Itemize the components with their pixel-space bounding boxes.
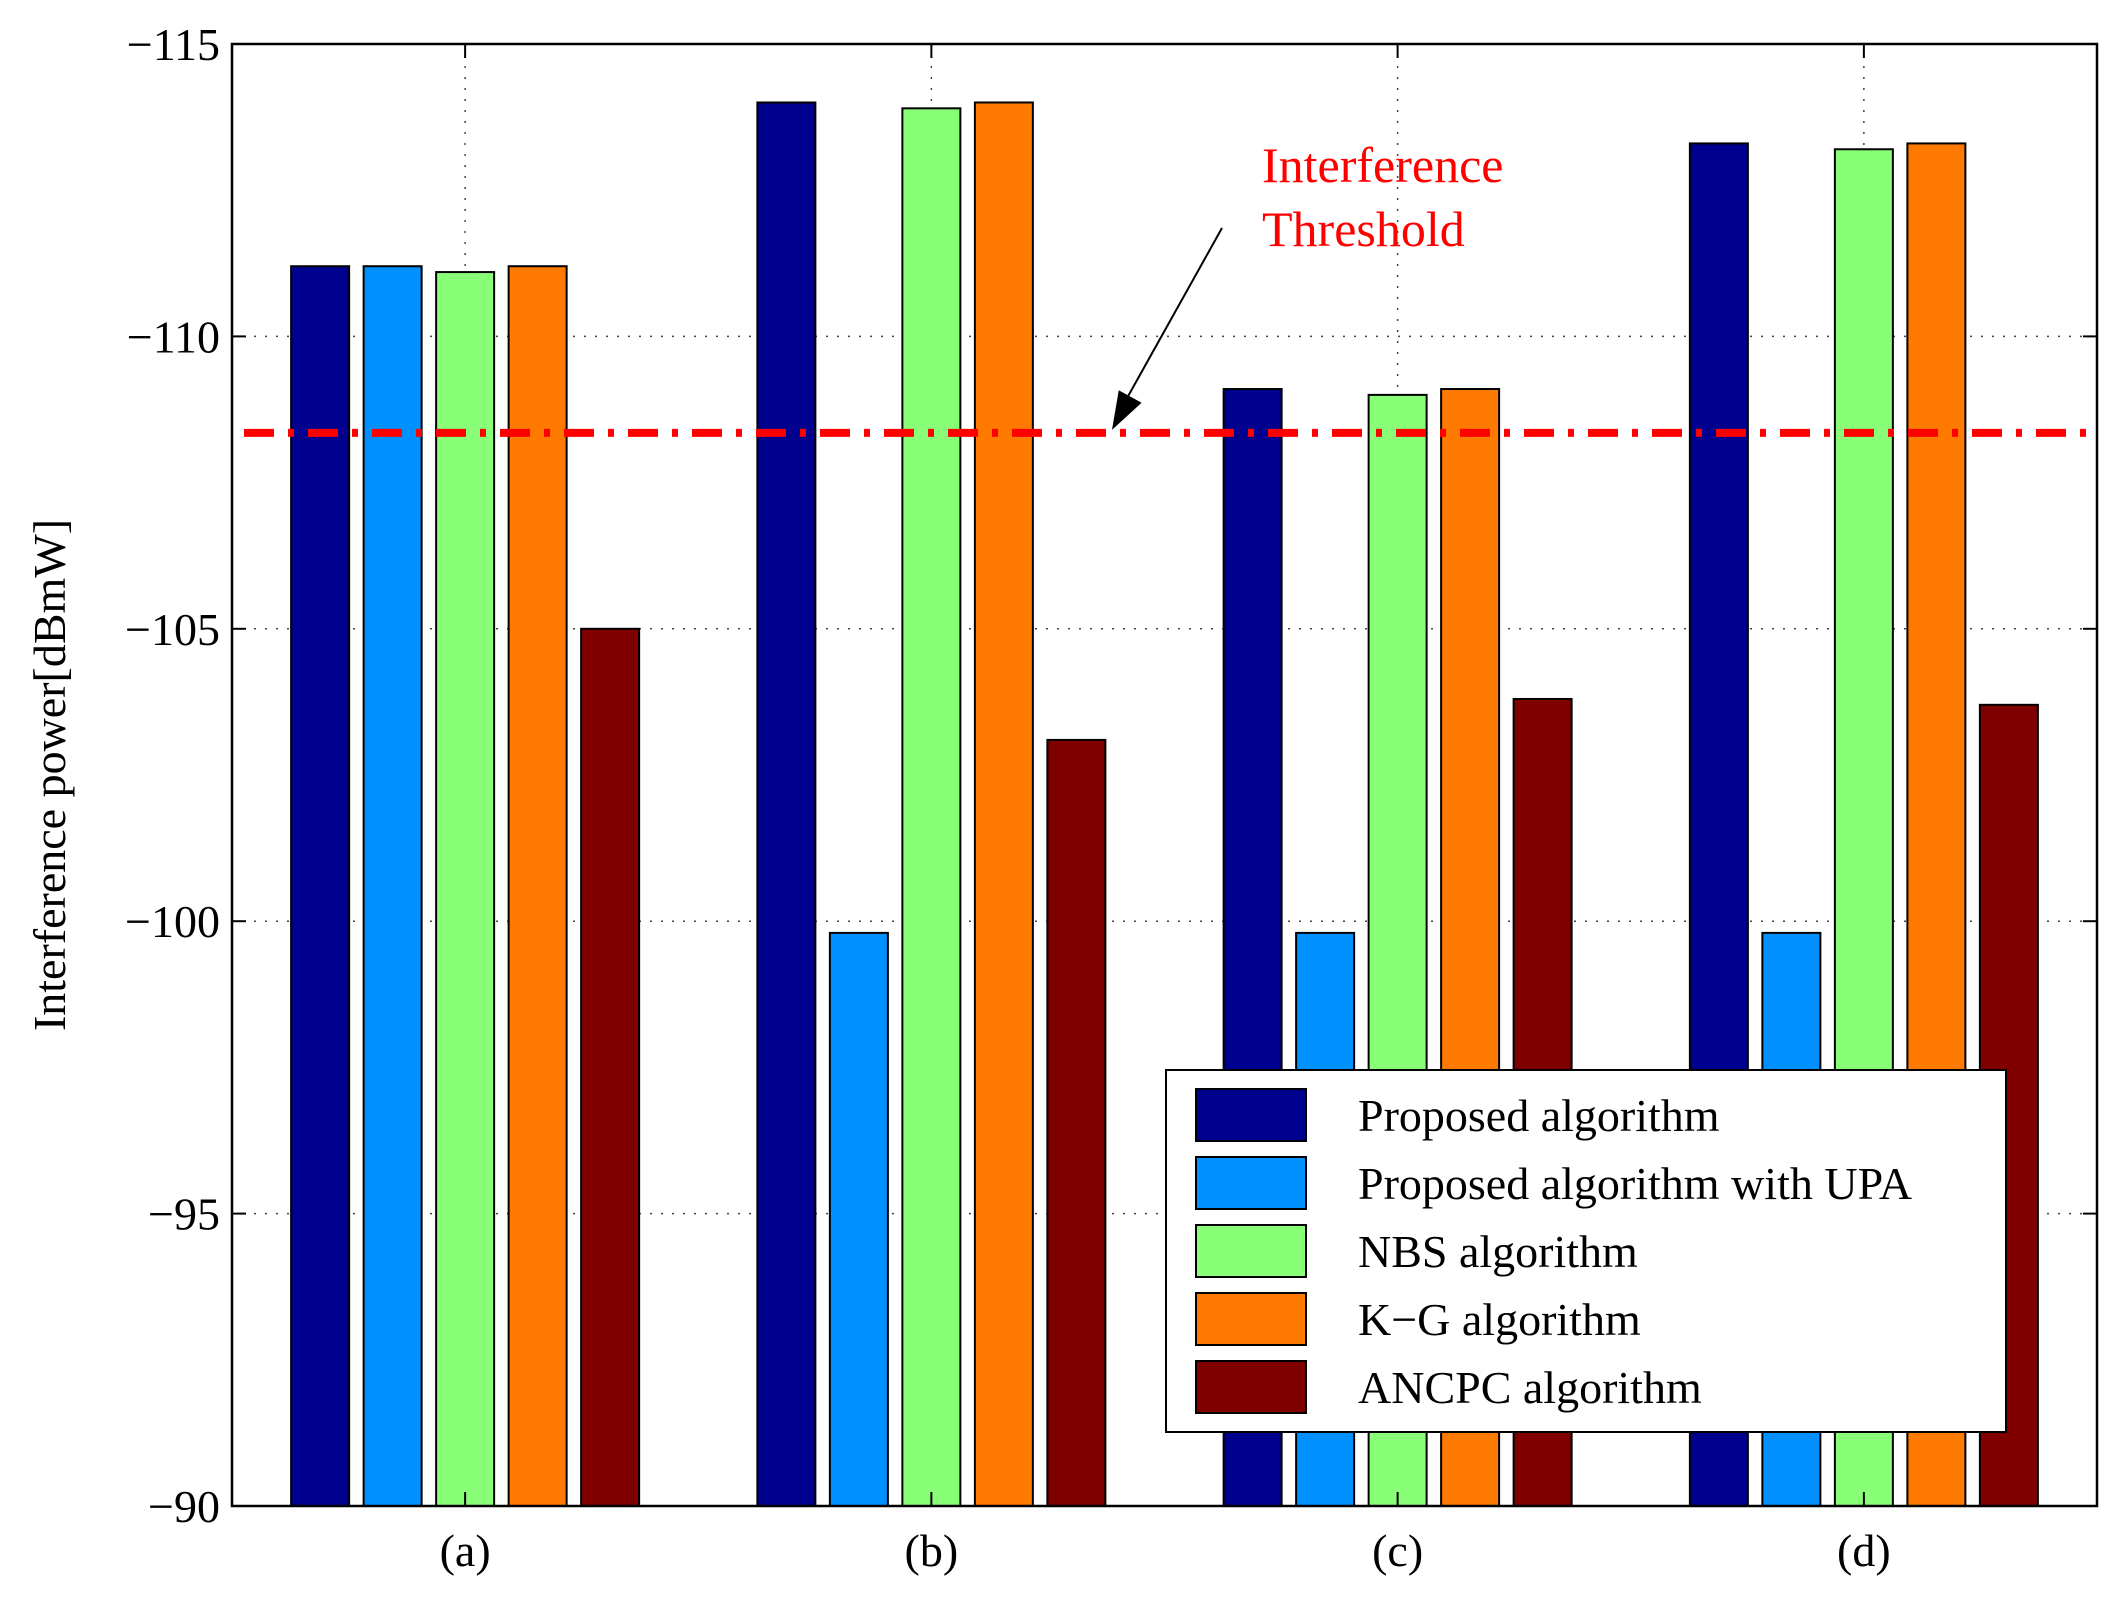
legend-label: ANCPC algorithm [1358,1362,1702,1413]
y-tick-label: −95 [148,1189,220,1240]
bar [507,265,568,1507]
legend-swatch [1195,1360,1307,1414]
bar [756,101,817,1508]
bar [973,101,1034,1508]
bar [828,931,889,1507]
legend: Proposed algorithm Proposed algorithm wit… [1165,1069,2007,1433]
annotation-arrowhead [1112,390,1142,430]
plot-area-frame [230,42,2099,1508]
y-tick-label: −115 [127,19,220,70]
bar [901,107,962,1507]
legend-swatch [1195,1088,1307,1142]
legend-label: Proposed algorithm [1358,1090,1720,1141]
legend-label: Proposed algorithm with UPA [1358,1158,1912,1209]
annotation-text: Threshold [1262,201,1465,257]
y-tick-label: −100 [125,896,220,947]
x-tick-label: (b) [905,1525,959,1576]
y-tick-label: −110 [127,311,220,362]
y-tick-label: −105 [125,604,220,655]
bar [580,627,641,1507]
annotation-text: Interference [1262,137,1503,193]
legend-swatch [1195,1156,1307,1210]
bar [362,265,423,1507]
y-tick-label: −90 [148,1481,220,1532]
ticks: −115 −110 −105 −100 −95 −90 (a) (b) (c) (d) [125,19,2097,1576]
legend-swatch [1195,1292,1307,1346]
legend-label: NBS algorithm [1358,1226,1638,1277]
bar [435,271,496,1507]
x-tick-label: (d) [1837,1525,1891,1576]
annotation: Interference Threshold [1112,137,1503,430]
legend-label: K−G algorithm [1358,1294,1641,1345]
y-axis-label: Interference power[dBmW] [24,519,75,1031]
legend-swatch [1195,1224,1307,1278]
bar [1046,738,1107,1507]
bar [290,265,351,1507]
annotation-arrow-shaft [1125,227,1223,401]
x-tick-label: (c) [1372,1525,1423,1576]
x-tick-label: (a) [440,1525,491,1576]
